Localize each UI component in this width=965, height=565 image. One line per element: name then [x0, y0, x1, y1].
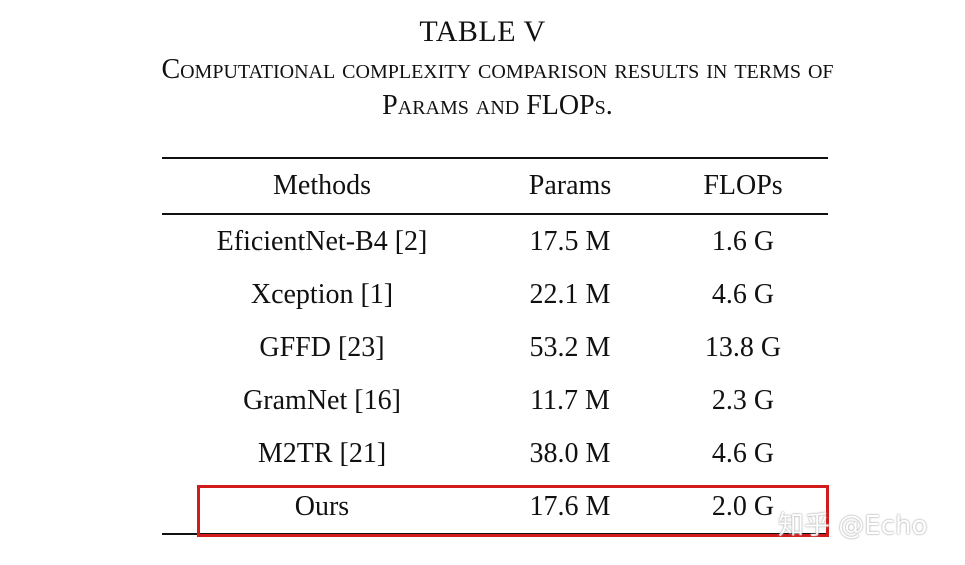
cell-params: 22.1 M	[529, 278, 611, 310]
header-params: Params	[528, 170, 612, 201]
header-methods: Methods	[273, 170, 371, 201]
table-row: M2TR [21] 38.0 M 4.6 G	[162, 427, 828, 480]
cell-flops: 2.0 G	[711, 490, 775, 522]
ours-highlight-box	[197, 485, 829, 537]
table-row: GramNet [16] 11.7 M 2.3 G	[162, 374, 828, 427]
header-flops: FLOPs	[703, 170, 783, 201]
table-row: GFFD [23] 53.2 M 13.8 G	[162, 321, 828, 374]
complexity-table-container: Methods Params FLOPs EficientNet-B4 [2] …	[162, 157, 828, 535]
cell-flops: 1.6 G	[711, 225, 775, 257]
cell-method: EficientNet-B4 [2]	[216, 225, 428, 257]
cell-flops: 4.6 G	[711, 278, 775, 310]
table-row: Xception [1] 22.1 M 4.6 G	[162, 268, 828, 321]
watermark: 知乎 @Echo	[778, 511, 928, 541]
cell-params: 11.7 M	[530, 384, 610, 416]
cell-flops: 13.8 G	[704, 331, 782, 363]
cell-method: Ours	[294, 490, 350, 522]
complexity-table: Methods Params FLOPs EficientNet-B4 [2] …	[162, 157, 828, 535]
cell-params: 17.6 M	[529, 490, 611, 522]
table-header-row: Methods Params FLOPs	[162, 158, 828, 214]
cell-params: 53.2 M	[529, 331, 611, 363]
table-label: TABLE V	[419, 15, 546, 48]
table-row-ours: Ours 17.6 M 2.0 G	[162, 480, 828, 534]
cell-params: 38.0 M	[529, 437, 611, 469]
cell-params: 17.5 M	[529, 225, 611, 257]
cell-flops: 4.6 G	[711, 437, 775, 469]
caption-line-1: Computational complexity comparison resu…	[161, 54, 834, 85]
cell-method: GramNet [16]	[243, 384, 401, 416]
cell-flops: 2.3 G	[711, 384, 775, 416]
cell-method: GFFD [23]	[259, 331, 385, 363]
table-caption: TABLE V Computational complexity compari…	[0, 12, 965, 124]
cell-method: Xception [1]	[250, 278, 394, 310]
table-row: EficientNet-B4 [2] 17.5 M 1.6 G	[162, 214, 828, 268]
cell-method: M2TR [21]	[257, 437, 387, 469]
caption-line-2: Params and FLOPs.	[382, 90, 613, 121]
